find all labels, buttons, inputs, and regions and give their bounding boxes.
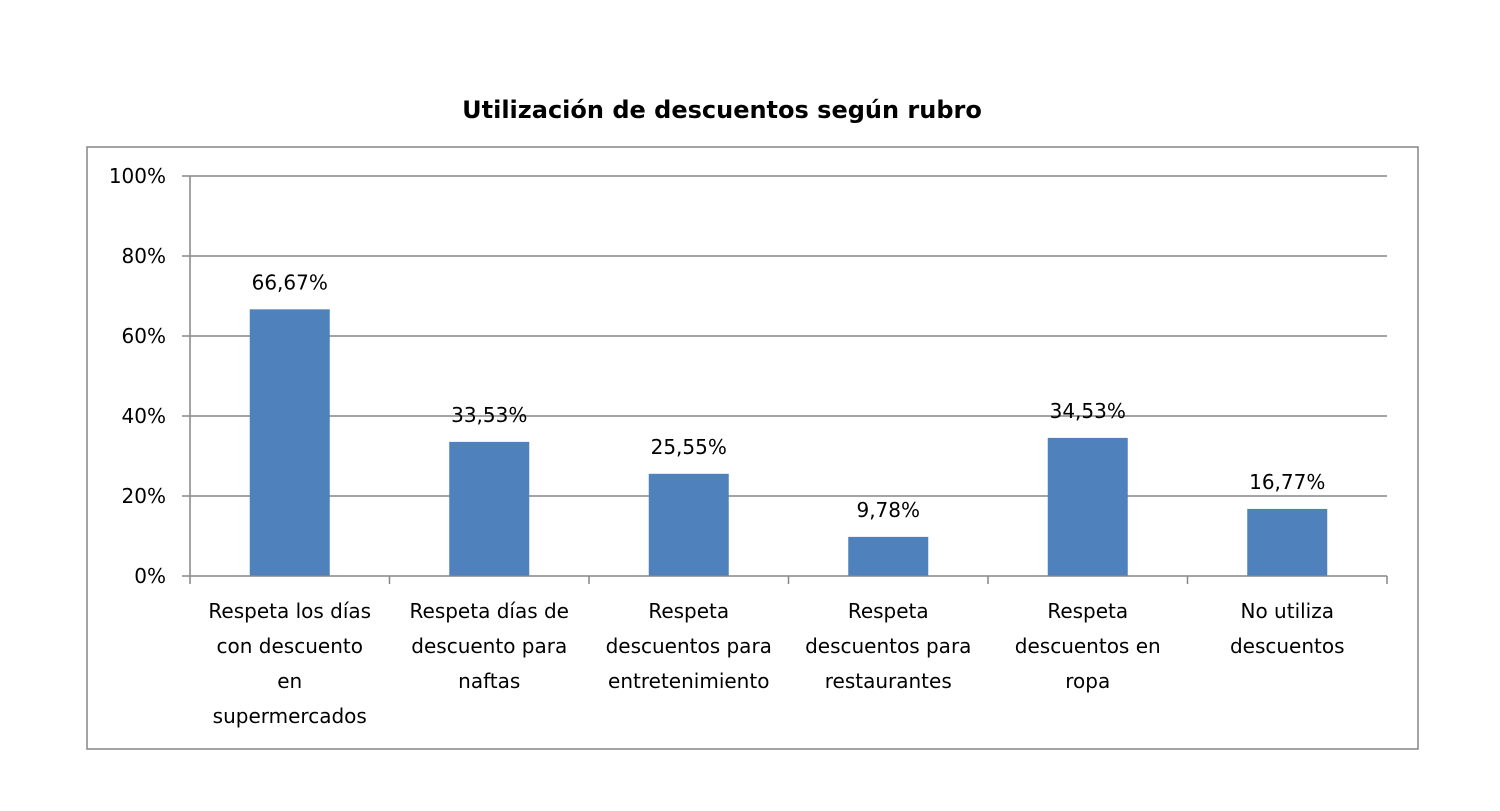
- bar-3: [648, 473, 729, 576]
- category-label-line: descuentos para: [606, 634, 772, 658]
- y-tick-label: 100%: [109, 164, 166, 188]
- chart-title: Utilización de descuentos según rubro: [462, 96, 982, 124]
- category-label-line: naftas: [458, 669, 520, 693]
- category-label-line: supermercados: [213, 704, 367, 728]
- data-label-1: 66,67%: [252, 270, 328, 294]
- chart-border: [86, 146, 1419, 750]
- gridlines: [190, 175, 1387, 497]
- y-tick-label: 0%: [134, 564, 166, 588]
- category-label-5: Respeta descuentos en ropa: [1015, 599, 1161, 693]
- category-label-4: Respeta descuentos para restaurantes: [805, 599, 971, 693]
- category-label-3: Respeta descuentos para entretenimiento: [606, 599, 772, 693]
- category-label-line: No utiliza: [1241, 599, 1335, 623]
- category-label-line: descuentos en: [1015, 634, 1161, 658]
- bar-5: [1047, 437, 1128, 576]
- bar-4: [848, 536, 929, 576]
- category-label-line: restaurantes: [825, 669, 952, 693]
- category-label-1: Respeta los días con descuento en supermerc…: [208, 599, 371, 728]
- data-label-3: 25,55%: [651, 435, 727, 459]
- y-tick-label: 80%: [122, 244, 166, 268]
- category-label-line: descuento para: [411, 634, 567, 658]
- bar-6: [1247, 508, 1328, 576]
- category-label-line: ropa: [1065, 669, 1110, 693]
- category-label-line: con descuento: [217, 634, 363, 658]
- data-label-6: 16,77%: [1249, 470, 1325, 494]
- data-label-4: 9,78%: [856, 498, 920, 522]
- category-label-line: entretenimiento: [608, 669, 769, 693]
- category-label-line: en: [277, 669, 302, 693]
- y-tick-label: 40%: [122, 404, 166, 428]
- category-label-line: descuentos para: [805, 634, 971, 658]
- category-label-6: No utiliza descuentos: [1230, 599, 1345, 658]
- data-label-5: 34,53%: [1050, 399, 1126, 423]
- labels: 0% 20% 40% 60% 80% 100% 66,67% Respeta los días…: [109, 164, 1345, 728]
- data-label-2: 33,53%: [451, 403, 527, 427]
- axes: [182, 175, 1388, 584]
- category-label-line: Respeta: [848, 599, 929, 623]
- bar-2: [449, 441, 530, 576]
- bars: [249, 309, 1328, 576]
- category-label-line: Respeta días de: [410, 599, 569, 623]
- category-label-line: descuentos: [1230, 634, 1345, 658]
- y-tick-label: 60%: [122, 324, 166, 348]
- category-label-line: Respeta los días: [208, 599, 371, 623]
- category-label-line: Respeta: [648, 599, 729, 623]
- category-label-2: Respeta días de descuento para naftas: [410, 599, 569, 693]
- bar-1: [249, 309, 330, 576]
- y-tick-label: 20%: [122, 484, 166, 508]
- category-label-line: Respeta: [1047, 599, 1128, 623]
